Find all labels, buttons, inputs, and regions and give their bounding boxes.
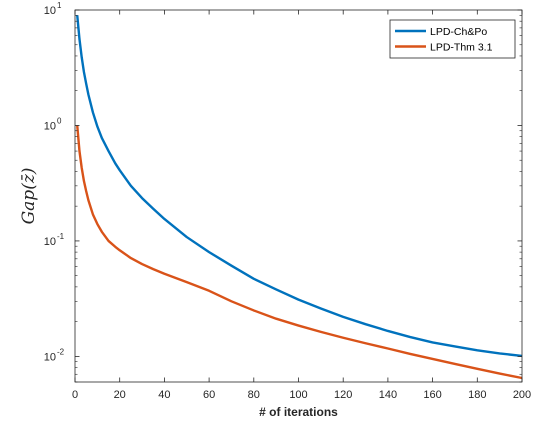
x-tick-label: 200: [513, 389, 531, 401]
x-tick-label: 0: [72, 389, 78, 401]
plot-area: [75, 10, 522, 382]
y-tick-exponent: -2: [57, 347, 65, 356]
x-tick-label: 20: [114, 389, 126, 401]
x-tick-label: 120: [334, 389, 352, 401]
y-tick-label: 10: [44, 351, 56, 363]
y-tick-label: 10: [44, 236, 56, 248]
series-line-1: [76, 125, 523, 380]
y-tick-label: 10: [44, 120, 56, 132]
x-tick-label: 100: [289, 389, 307, 401]
y-tick-exponent: 0: [57, 116, 62, 125]
legend: LPD-Ch&Po LPD-Thm 3.1: [389, 19, 516, 59]
series-layer: [76, 15, 523, 380]
x-axis-label: # of iterations: [259, 405, 338, 419]
legend-label: LPD-Thm 3.1: [430, 42, 493, 54]
x-tick-label: 40: [158, 389, 170, 401]
x-tick-label: 60: [203, 389, 215, 401]
legend-label: LPD-Ch&Po: [430, 26, 487, 38]
series-line-0: [76, 15, 523, 358]
x-tick-label: 140: [379, 389, 397, 401]
y-tick-label: 10: [44, 5, 56, 17]
x-tick-label: 180: [468, 389, 486, 401]
y-tick-exponent: -1: [57, 232, 65, 241]
y-axis-label: Gap(z̄): [19, 168, 39, 225]
y-tick-exponent: 1: [57, 1, 62, 10]
x-tick-label: 160: [423, 389, 441, 401]
x-tick-label: 80: [248, 389, 260, 401]
legend-box: [389, 19, 516, 59]
